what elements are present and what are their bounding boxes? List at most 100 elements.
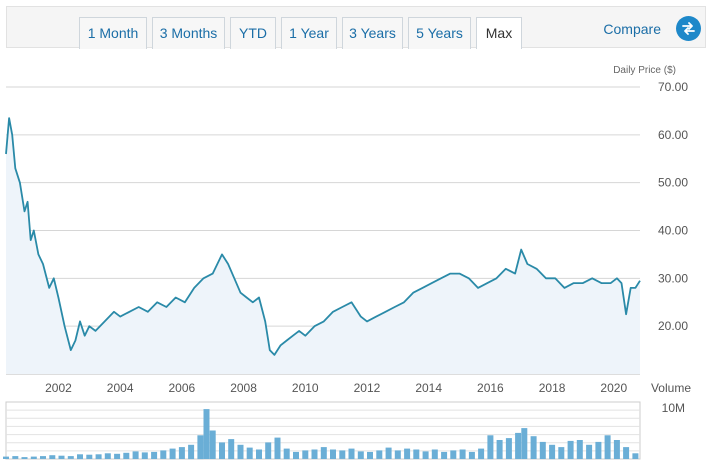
x-axis-ticks: 2002 2004 2006 2008 2010 2012 2014 2016 2018 2020 bbox=[45, 381, 627, 395]
volume-tick-label: 10M bbox=[662, 401, 685, 415]
compare-link[interactable]: Compare bbox=[603, 21, 661, 37]
volume-bar bbox=[141, 452, 148, 459]
y-tick-label: 20.00 bbox=[658, 319, 688, 333]
volume-bar bbox=[604, 435, 611, 460]
y-tick-label: 40.00 bbox=[658, 224, 688, 238]
volume-bar bbox=[404, 448, 411, 460]
volume-bar bbox=[515, 432, 522, 459]
x-tick-label: 2008 bbox=[230, 381, 257, 395]
volume-bar bbox=[209, 430, 216, 459]
volume-bar bbox=[339, 450, 346, 459]
volume-bar bbox=[632, 453, 639, 459]
volume-bar bbox=[160, 450, 167, 459]
volume-grid bbox=[5, 401, 641, 460]
x-tick-label: 2002 bbox=[45, 381, 72, 395]
volume-bar bbox=[40, 456, 46, 459]
volume-bar bbox=[567, 440, 574, 459]
y-tick-label: 70.00 bbox=[658, 80, 688, 94]
volume-bar bbox=[188, 444, 195, 460]
volume-bar bbox=[30, 456, 37, 459]
volume-bar bbox=[58, 455, 65, 459]
x-tick-label: 2020 bbox=[600, 381, 627, 395]
volume-bar bbox=[549, 444, 556, 460]
volume-bar bbox=[459, 449, 466, 459]
volume-bar bbox=[151, 451, 158, 459]
volume-bar bbox=[86, 454, 93, 459]
compare-button[interactable] bbox=[676, 16, 701, 41]
volume-bar bbox=[67, 456, 74, 459]
volume-bar bbox=[12, 456, 19, 459]
volume-bar bbox=[237, 444, 244, 460]
volume-bar bbox=[21, 457, 28, 459]
volume-axis-label: Volume bbox=[651, 381, 691, 395]
y-axis-ticks: 70.00 60.00 50.00 40.00 30.00 20.00 bbox=[658, 80, 688, 333]
volume-bar bbox=[95, 454, 102, 460]
volume-bar bbox=[521, 428, 528, 459]
x-tick-label: 2010 bbox=[292, 381, 319, 395]
volume-bar bbox=[539, 441, 546, 459]
volume-bar bbox=[302, 450, 309, 459]
volume-bar bbox=[478, 448, 485, 460]
x-tick-label: 2018 bbox=[539, 381, 566, 395]
swap-arrows-icon bbox=[682, 22, 695, 35]
volume-bar bbox=[385, 447, 392, 459]
volume-bar bbox=[197, 435, 204, 460]
volume-bar bbox=[330, 449, 336, 459]
volume-bar bbox=[311, 449, 318, 459]
volume-bar bbox=[178, 447, 185, 459]
tab-3-months[interactable]: 3 Months bbox=[152, 17, 225, 49]
volume-bar bbox=[394, 450, 401, 459]
volume-bar bbox=[468, 451, 475, 459]
volume-bar bbox=[505, 438, 512, 459]
volume-bar bbox=[413, 449, 420, 459]
volume-bar bbox=[431, 449, 438, 459]
volume-bar bbox=[595, 441, 602, 459]
range-tabs: 1 Month 3 Months YTD 1 Year 3 Years 5 Ye… bbox=[79, 17, 527, 49]
volume-bar bbox=[613, 440, 620, 459]
tab-3-years[interactable]: 3 Years bbox=[342, 17, 403, 49]
volume-bar bbox=[487, 435, 494, 460]
price-line bbox=[5, 117, 641, 356]
volume-bar bbox=[123, 452, 130, 459]
volume-bar bbox=[169, 448, 176, 460]
volume-bar bbox=[114, 453, 121, 459]
volume-bar bbox=[274, 437, 281, 459]
volume-bar bbox=[3, 456, 9, 459]
tab-max[interactable]: Max bbox=[476, 17, 522, 49]
volume-bar bbox=[450, 450, 457, 459]
price-area bbox=[6, 118, 640, 374]
volume-bar bbox=[219, 442, 225, 459]
volume-bar bbox=[320, 447, 327, 459]
x-tick-label: 2006 bbox=[169, 381, 196, 395]
volume-bar bbox=[256, 449, 262, 459]
volume-bar bbox=[49, 455, 56, 459]
x-tick-label: 2004 bbox=[107, 381, 134, 395]
price-axis-label: Daily Price ($) bbox=[613, 65, 676, 76]
tab-ytd[interactable]: YTD bbox=[230, 17, 276, 49]
range-toolbar: 1 Month 3 Months YTD 1 Year 3 Years 5 Ye… bbox=[6, 6, 706, 49]
volume-bar bbox=[576, 440, 583, 459]
volume-bar bbox=[558, 447, 565, 459]
volume-bar bbox=[422, 451, 429, 459]
volume-bar bbox=[441, 451, 448, 459]
volume-bar bbox=[293, 451, 299, 459]
tab-5-years[interactable]: 5 Years bbox=[408, 17, 471, 49]
x-tick-label: 2014 bbox=[415, 381, 442, 395]
volume-bar bbox=[530, 436, 537, 459]
tab-1-month[interactable]: 1 Month bbox=[79, 17, 147, 49]
y-tick-label: 50.00 bbox=[658, 176, 688, 190]
y-tick-label: 30.00 bbox=[658, 271, 688, 285]
volume-bar bbox=[228, 439, 235, 460]
volume-bar bbox=[77, 454, 83, 460]
volume-bars bbox=[3, 409, 639, 460]
volume-bar bbox=[348, 448, 355, 460]
volume-bar bbox=[265, 442, 272, 459]
volume-bar bbox=[357, 451, 364, 459]
y-tick-label: 60.00 bbox=[658, 128, 688, 142]
volume-bar bbox=[132, 451, 139, 459]
x-tick-label: 2016 bbox=[477, 381, 504, 395]
tab-1-year[interactable]: 1 Year bbox=[281, 17, 337, 49]
volume-bar bbox=[376, 450, 383, 459]
volume-bar bbox=[104, 453, 111, 459]
